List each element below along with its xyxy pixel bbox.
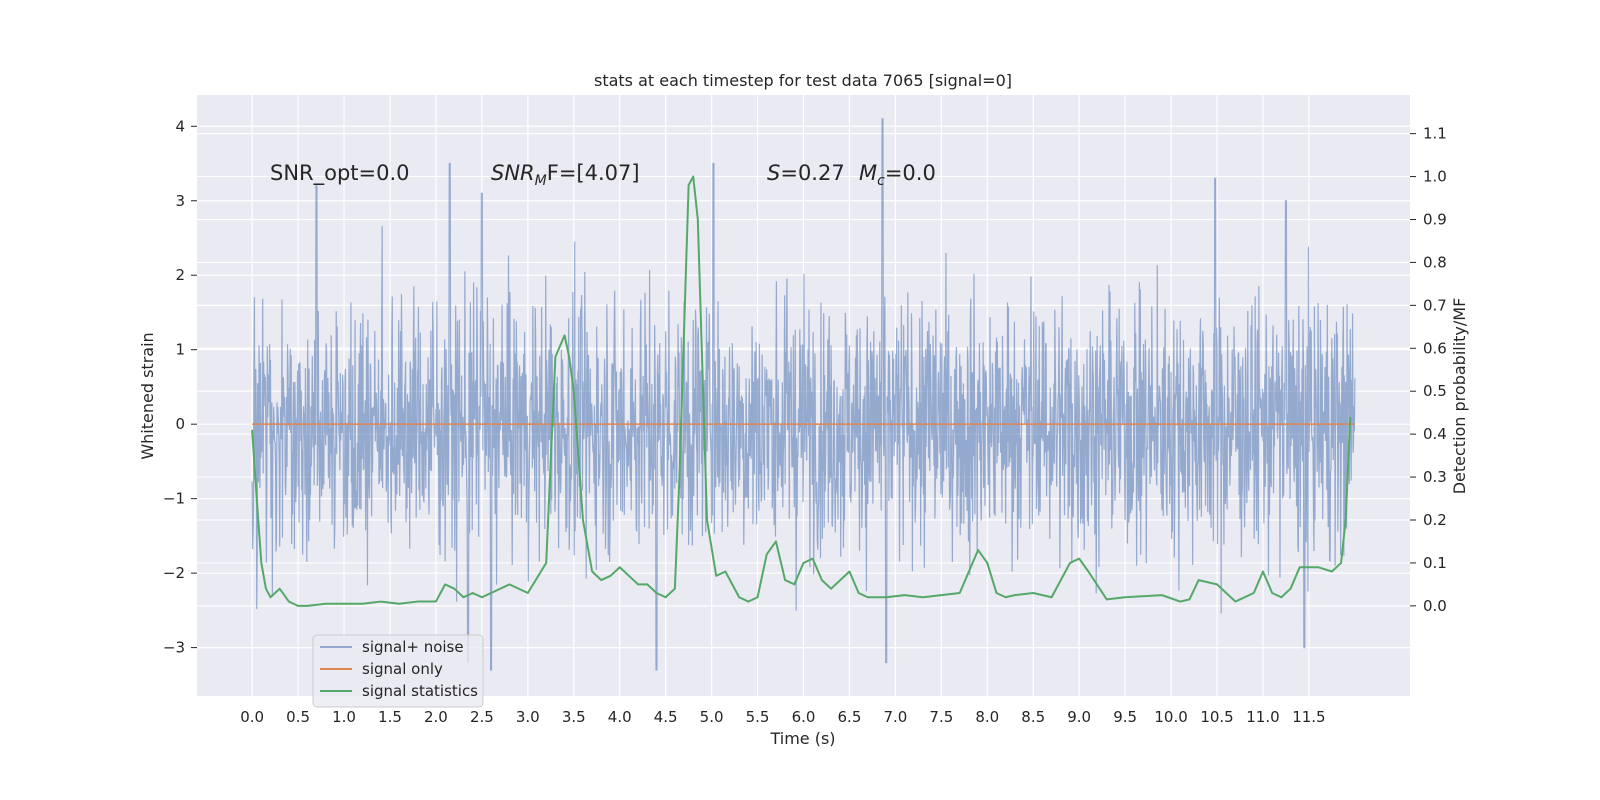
snr-mf-base: SNR [491, 161, 535, 185]
y-right-tick-label: 0.1 [1423, 554, 1447, 572]
s-stat-annotation: S=0.27 [767, 161, 845, 185]
x-tick-label: 10.0 [1154, 708, 1187, 726]
y-right-tick-label: 0.7 [1423, 296, 1447, 314]
y-right-tick-label: 0.4 [1423, 425, 1447, 443]
chart-title: stats at each timestep for test data 706… [594, 71, 1012, 90]
x-tick-label: 9.5 [1113, 708, 1137, 726]
x-tick-label: 5.0 [700, 708, 724, 726]
snr-mf-annotation: SNRMF=[4.07] [491, 161, 640, 189]
y-axis-title: Whitened strain [138, 332, 157, 459]
x-tick-label: 4.5 [654, 708, 678, 726]
x-tick-label: 2.5 [470, 708, 494, 726]
y-tick-label: 0 [175, 415, 185, 433]
y-right-tick-label: 0.3 [1423, 468, 1447, 486]
mc-stat-subscript: c [877, 173, 885, 189]
legend-label-signal-statistics: signal statistics [362, 682, 478, 700]
y-right-tick-label: 0.8 [1423, 253, 1447, 271]
y-right-tick-label: 0.6 [1423, 339, 1447, 357]
x-tick-label: 11.0 [1246, 708, 1279, 726]
x-tick-label: 4.0 [608, 708, 632, 726]
x-tick-label: 3.0 [516, 708, 540, 726]
y-right-tick-label: 0.5 [1423, 382, 1447, 400]
signal-statistics-line [251, 175, 1352, 607]
x-tick-label: 9.0 [1067, 708, 1091, 726]
y-right-tick-label: 0.2 [1423, 511, 1447, 529]
x-axis-title: Time (s) [769, 729, 835, 748]
x-tick-label: 2.0 [424, 708, 448, 726]
y-right-axis-ticks: 0.0 0.1 0.2 0.3 0.4 0.5 0.6 0.7 0.8 0.9 1.0 1.1 [1410, 125, 1447, 615]
legend: signal+ noise signal only signal statist… [312, 634, 484, 708]
x-tick-label: 3.5 [562, 708, 586, 726]
y-tick-label: −1 [163, 490, 185, 508]
x-axis-ticks: 0.0 0.5 1.0 1.5 2.0 2.5 3.0 3.5 4.0 4.5 5.0 5.5 6.0 6… [240, 708, 1325, 726]
y-tick-label: −3 [163, 639, 185, 657]
x-tick-label: 7.0 [883, 708, 907, 726]
mc-stat-annotation: Mc=0.0 [859, 161, 936, 189]
y-tick-label: 3 [175, 192, 185, 210]
x-tick-label: 0.0 [240, 708, 264, 726]
snr-opt-annotation: SNR_opt=0.0 [270, 161, 410, 186]
x-tick-label: 7.5 [929, 708, 953, 726]
x-tick-label: 1.5 [378, 708, 402, 726]
mc-stat-base: M [859, 161, 877, 185]
x-tick-label: 1.0 [332, 708, 356, 726]
y-tick-label: 2 [175, 266, 185, 284]
mc-stat-suffix: =0.0 [885, 161, 936, 185]
snr-mf-suffix: F=[4.07] [547, 161, 640, 185]
x-tick-label: 0.5 [286, 708, 310, 726]
signal-noise-series [251, 118, 1356, 671]
y-tick-label: −2 [163, 564, 185, 582]
signal-noise-line [251, 118, 1356, 671]
y-tick-label: 4 [175, 117, 185, 135]
legend-label-signal-only: signal only [362, 660, 443, 678]
s-stat-suffix: =0.27 [780, 161, 844, 185]
x-tick-label: 8.0 [975, 708, 999, 726]
y-right-tick-label: 0.0 [1423, 597, 1447, 615]
snr-mf-subscript: M [535, 173, 547, 189]
s-stat-base: S [767, 161, 780, 185]
x-tick-label: 10.5 [1200, 708, 1233, 726]
y-right-tick-label: 1.1 [1423, 125, 1447, 143]
legend-box [312, 634, 484, 708]
legend-label-signal-noise: signal+ noise [362, 638, 464, 656]
x-tick-label: 6.0 [792, 708, 816, 726]
x-tick-label: 8.5 [1021, 708, 1045, 726]
y-right-tick-label: 1.0 [1423, 168, 1447, 186]
y-axis-ticks: −3 −2 −1 0 1 2 3 4 [163, 117, 197, 657]
y-right-tick-label: 0.9 [1423, 210, 1447, 228]
y-tick-label: 1 [175, 341, 185, 359]
x-tick-label: 6.5 [838, 708, 862, 726]
x-tick-label: 11.5 [1292, 708, 1325, 726]
x-tick-label: 5.5 [746, 708, 770, 726]
y-right-axis-title: Detection probability/MF [1450, 298, 1469, 495]
